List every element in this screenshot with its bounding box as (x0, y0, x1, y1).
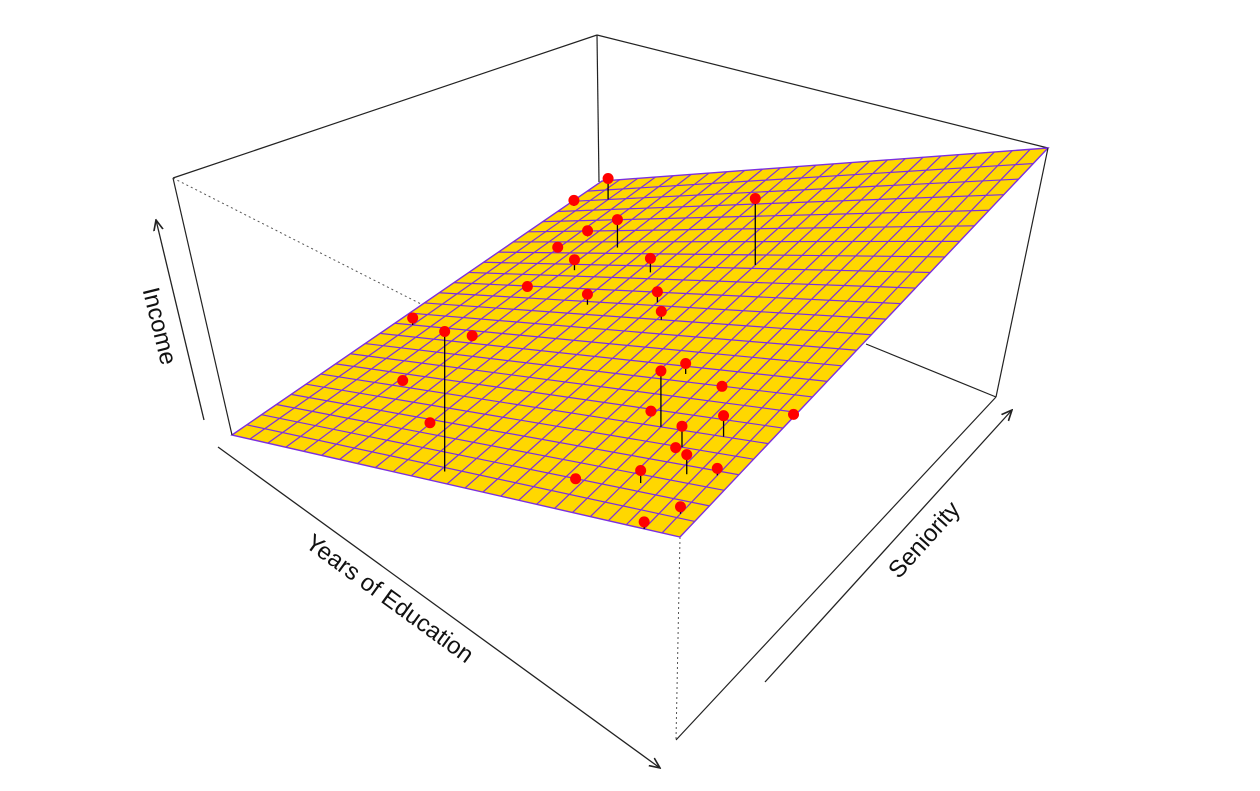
data-point (570, 473, 582, 485)
box-edge-top-back-left (172, 34, 598, 179)
axis-arrows (156, 220, 1012, 768)
data-point (655, 305, 667, 317)
plane-grid-line (350, 353, 798, 414)
data-point (521, 281, 533, 293)
plane-grid-line (518, 159, 888, 501)
plane-grid-line (589, 154, 960, 518)
y-axis-arrow (764, 410, 1012, 683)
data-point (582, 225, 594, 237)
plane-grid-line (365, 342, 813, 398)
data-point (466, 330, 478, 342)
plane-grid-line (527, 225, 975, 233)
plane-grid-line (498, 251, 945, 258)
plane-grid-line (554, 156, 924, 509)
plane-grid-line (267, 177, 639, 444)
plane-grid-line (410, 167, 781, 477)
data-point (676, 420, 688, 432)
data-point (439, 325, 451, 337)
plane-grid-line (572, 178, 1019, 202)
box-edge-left-vertical (172, 177, 233, 436)
data-point (718, 410, 730, 422)
data-point (681, 449, 693, 461)
data-point (644, 252, 656, 264)
plane-grid-line (424, 302, 872, 336)
plane-grid-line (394, 322, 842, 367)
data-point (611, 214, 623, 226)
data-point (674, 501, 686, 513)
plane-grid-line (464, 163, 835, 489)
plane-grid-line (557, 194, 1004, 213)
data-point (397, 375, 409, 387)
data-point (581, 288, 593, 300)
plane-grid-line (607, 152, 978, 522)
box-edge-front-floor (675, 396, 997, 741)
plane-grid-line (249, 179, 621, 440)
plane-grid-line (276, 403, 725, 491)
box-back-edges (172, 34, 1049, 741)
plane-grid-line (357, 171, 728, 465)
x-axis-title: Years of Education (300, 529, 478, 669)
plane-grid-line (303, 175, 674, 452)
box-edge-back-vertical (596, 34, 600, 183)
box-edge-right-floor (865, 343, 997, 398)
plane-grid-line (320, 373, 769, 445)
data-point (635, 464, 647, 476)
plane-grid-line (446, 164, 817, 485)
y-axis-title: Seniority (883, 496, 966, 583)
data-point (788, 408, 800, 420)
plane-grid-line (587, 162, 1034, 192)
data-point (407, 312, 419, 324)
plane-grid-line (339, 172, 710, 460)
plane-grid-line (536, 158, 906, 505)
plane-grid-line (246, 424, 695, 523)
plane-grid-line (291, 393, 739, 476)
plane-grid-line (428, 166, 799, 481)
plane-grid-line (321, 173, 692, 456)
plane-grid-line (625, 151, 995, 526)
plane-grid-line (409, 312, 857, 351)
plane-grid-line (661, 148, 1031, 534)
data-point (711, 462, 723, 474)
plane-grid-line (335, 363, 784, 429)
data-point (716, 380, 728, 392)
plane-grid-line (285, 176, 656, 448)
box-edge-hidden-vertical (675, 536, 681, 741)
plane-surface (230, 147, 1050, 538)
box-front-edges (172, 147, 1049, 741)
plane-grid-line (374, 169, 746, 469)
data-point (749, 193, 761, 205)
z-axis-arrow (156, 220, 205, 421)
data-point (424, 417, 436, 429)
plane-grid-line (483, 261, 931, 274)
plane-grid-line (643, 150, 1013, 530)
plane-grid-line (513, 240, 960, 243)
data-points (397, 173, 800, 528)
data-point (602, 173, 614, 185)
data-point (651, 286, 663, 298)
data-point (680, 357, 692, 369)
plane-grid-line (468, 271, 916, 289)
plane-grid-line (572, 155, 942, 513)
regression-plane (230, 147, 1050, 538)
data-point (568, 254, 580, 266)
x-axis-arrow (217, 446, 660, 768)
plane-grid-line (379, 332, 828, 382)
box-edge-top-back-right (596, 34, 1049, 149)
plane-grid-line (392, 168, 763, 473)
plane-grid-line (482, 162, 853, 493)
data-point (655, 365, 667, 377)
plane-grid-line (500, 160, 871, 497)
data-point (638, 516, 650, 528)
plane-grid-line (261, 414, 710, 507)
box-edge-right-vertical (995, 147, 1049, 398)
data-point (568, 194, 580, 206)
data-point (552, 241, 564, 253)
data-point (670, 442, 682, 454)
data-point (645, 405, 657, 417)
plane-grid-line (439, 292, 887, 320)
